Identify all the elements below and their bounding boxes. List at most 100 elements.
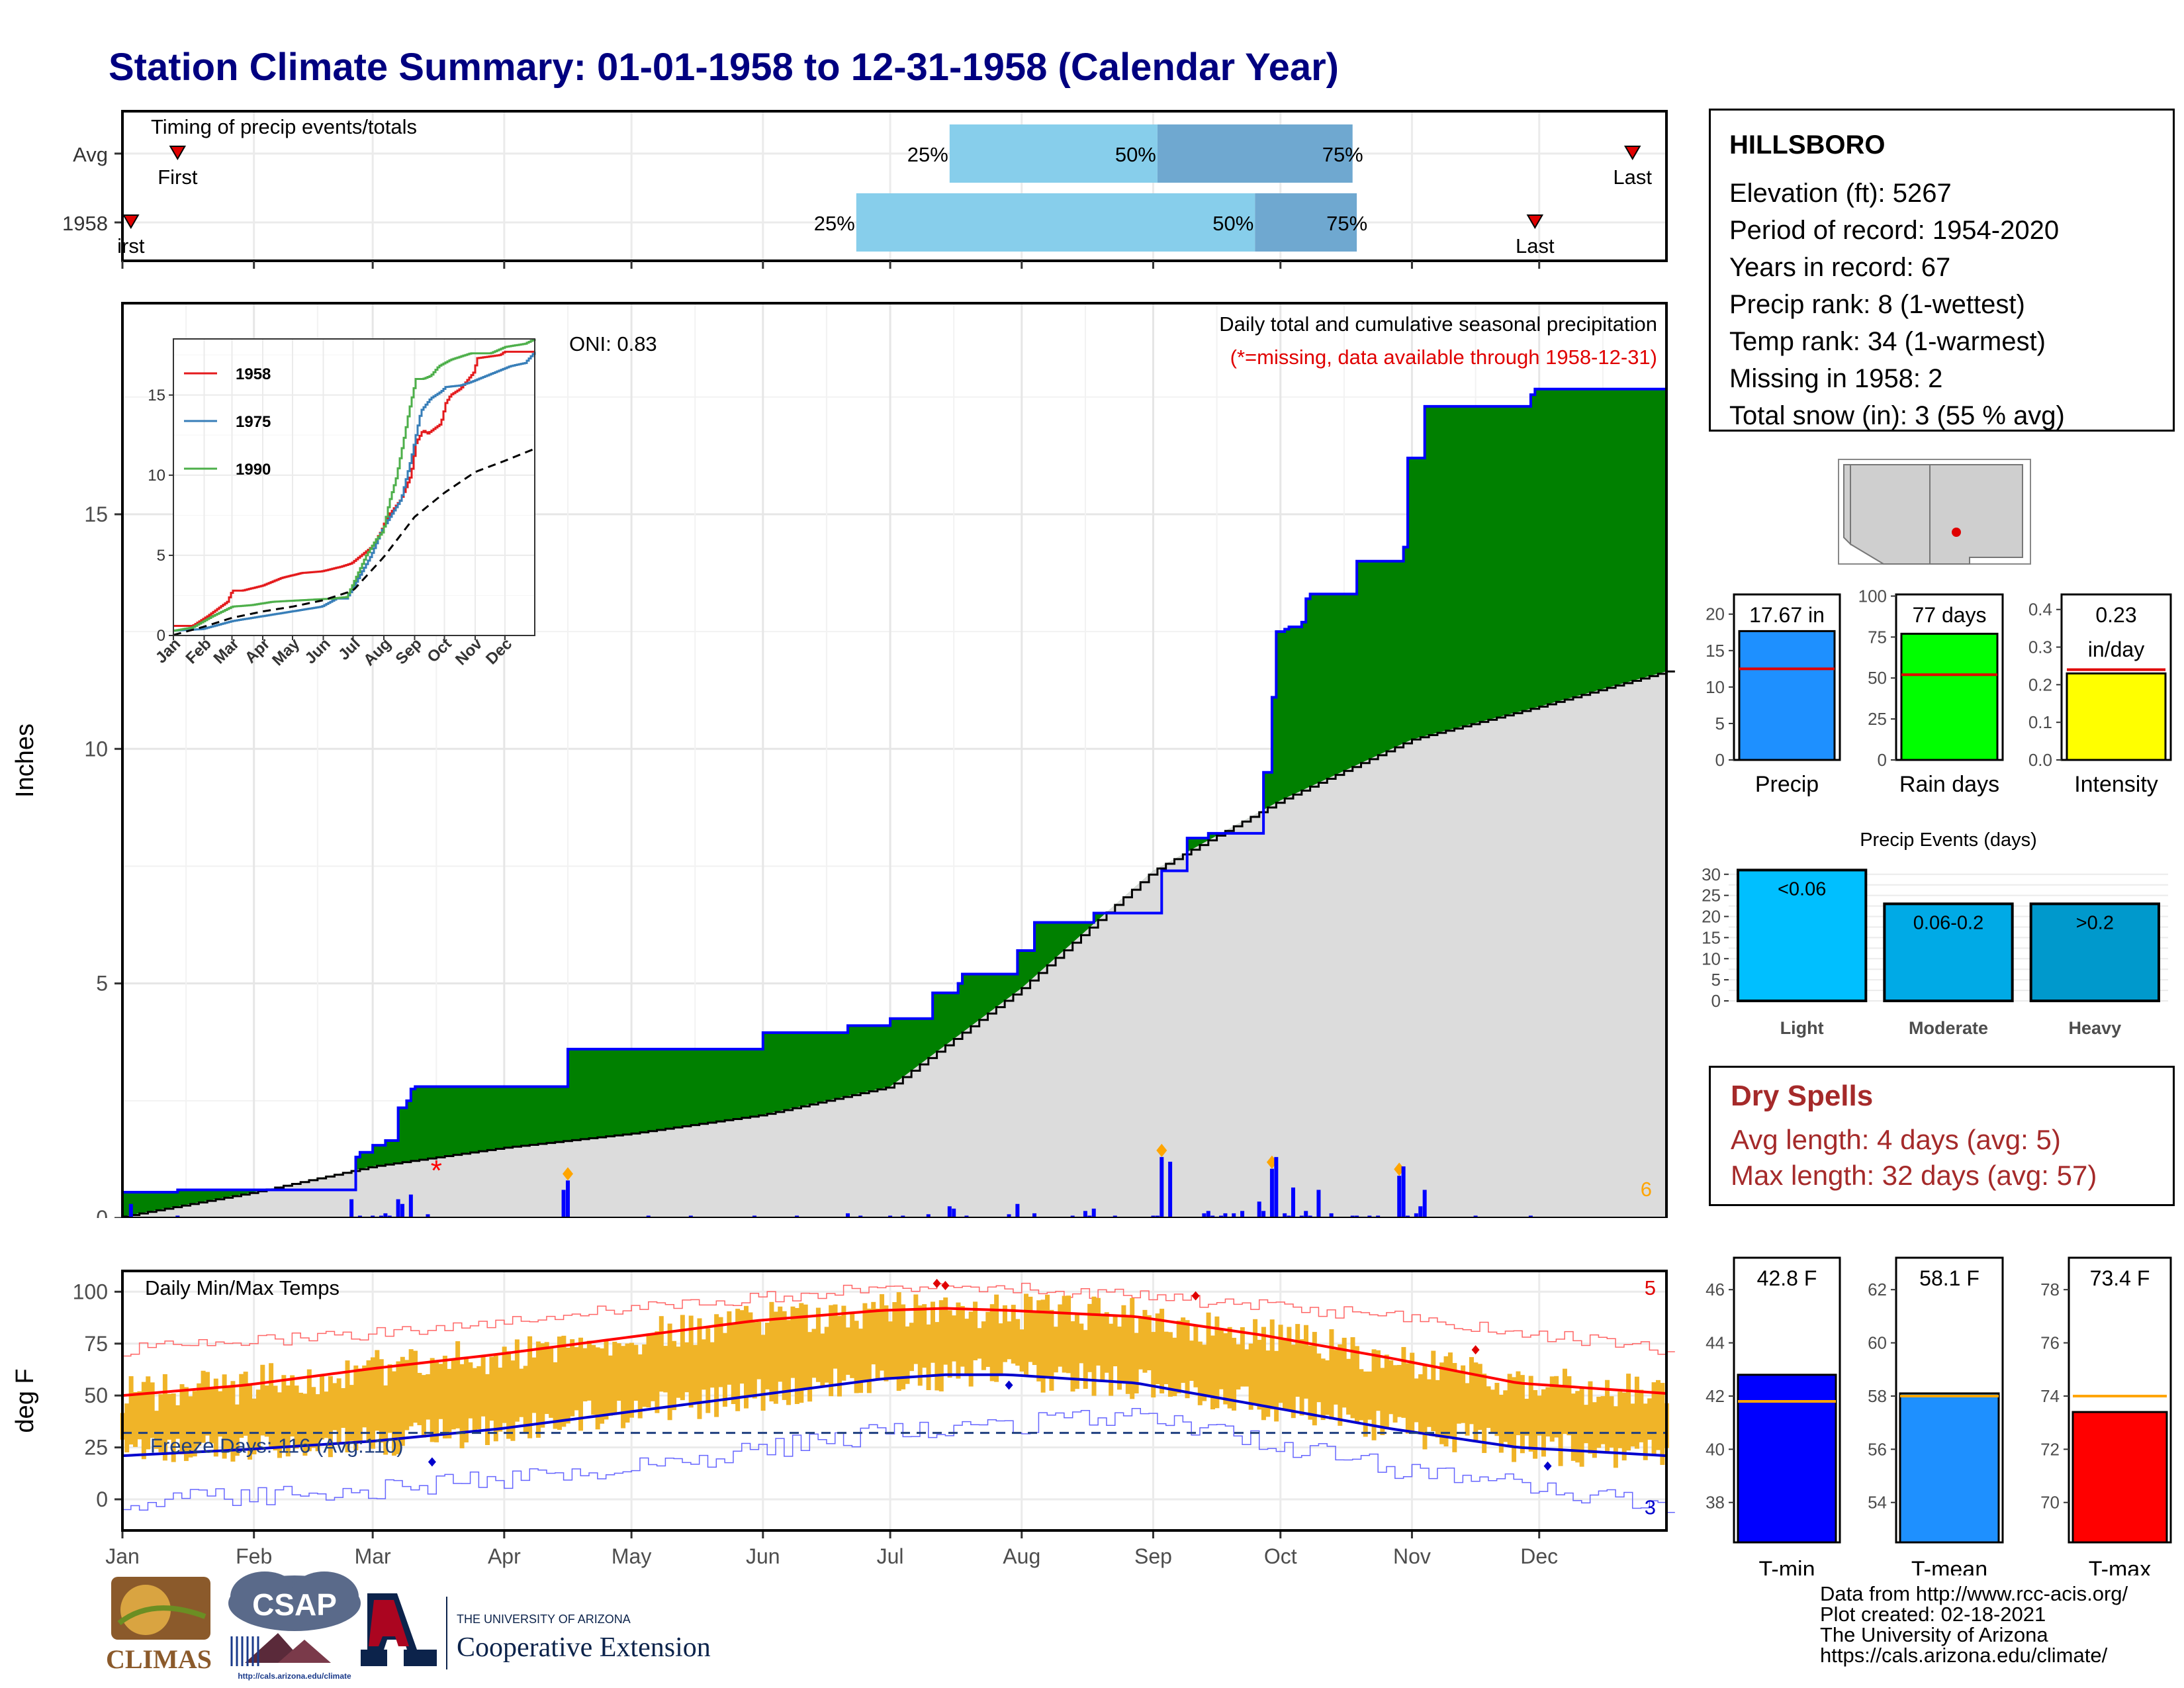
- events-bar-label: <0.06: [1778, 878, 1826, 900]
- daily-precip-bar: [1168, 1161, 1173, 1218]
- summary-bar-Intensity: [2066, 672, 2167, 761]
- daily-temp-bar: [1248, 1343, 1253, 1410]
- daily-temp-bar: [1558, 1386, 1563, 1466]
- tempbar-ytick-label: 60: [1868, 1333, 1887, 1353]
- hot-count-label: 5: [1645, 1276, 1656, 1299]
- events-ytick-label: 0: [1711, 991, 1721, 1011]
- daily-temp-bar: [336, 1378, 341, 1445]
- daily-temp-bar: [1269, 1319, 1275, 1410]
- daily-temp-bar: [400, 1356, 405, 1446]
- daily-temp-bar: [778, 1306, 783, 1382]
- summary-category-label: Precip: [1755, 772, 1819, 797]
- daily-temp-bar: [1062, 1295, 1067, 1373]
- daily-temp-bar: [1346, 1358, 1351, 1415]
- daily-temp-bar: [306, 1369, 312, 1452]
- summary-bar-Rain days: [1900, 632, 1999, 761]
- dry-spells-avg: Avg length: 4 days (avg: 5): [1731, 1124, 2061, 1155]
- daily-temp-bar: [1329, 1329, 1334, 1420]
- daily-temp-bar: [179, 1384, 185, 1455]
- daily-temp-bar: [426, 1374, 431, 1420]
- daily-temp-bar: [926, 1324, 931, 1390]
- daily-temp-bar: [234, 1404, 240, 1456]
- daily-temp-bar: [345, 1360, 350, 1453]
- daily-temp-bar: [1354, 1346, 1359, 1423]
- daily-temp-bar: [468, 1362, 473, 1419]
- daily-temp-bar: [1287, 1327, 1292, 1411]
- month-label: Nov: [1393, 1544, 1431, 1568]
- inset-legend-label: 1975: [236, 413, 271, 431]
- temp-ytick-label: 50: [84, 1383, 108, 1407]
- daily-temp-bar: [1155, 1313, 1160, 1384]
- daily-temp-bar: [328, 1376, 333, 1458]
- record-high-marker: [1191, 1291, 1200, 1301]
- daily-temp-bar: [786, 1320, 792, 1405]
- daily-temp-bar: [133, 1391, 138, 1447]
- main-header-1: Daily total and cumulative seasonal prec…: [1219, 312, 1657, 336]
- tempbar-ytick-label: 70: [2040, 1493, 2060, 1513]
- daily-temp-bar: [1401, 1346, 1406, 1418]
- summary-ytick-label: 0: [1878, 750, 1887, 770]
- daily-temp-bar: [455, 1341, 461, 1429]
- daily-temp-bar: [735, 1309, 741, 1411]
- daily-temp-bar: [1473, 1362, 1479, 1442]
- daily-temp-bar: [739, 1310, 745, 1384]
- daily-temp-bar: [1554, 1376, 1559, 1438]
- daily-temp-bar: [1189, 1340, 1194, 1381]
- daily-temp-bar: [158, 1394, 163, 1452]
- daily-temp-bar: [341, 1387, 346, 1429]
- month-label: May: [612, 1544, 651, 1568]
- timing-last-marker: [1623, 146, 1641, 160]
- daily-temp-bar: [1507, 1374, 1512, 1446]
- daily-temp-bar: [989, 1304, 995, 1382]
- daily-temp-bar: [1087, 1303, 1093, 1372]
- daily-precip-bar: [1304, 1211, 1308, 1218]
- daily-temp-bar: [1626, 1374, 1631, 1451]
- daily-temp-bar: [1617, 1391, 1623, 1448]
- daily-temp-bar: [1533, 1389, 1538, 1459]
- events-ytick-label: 30: [1702, 865, 1721, 884]
- timing-first-label: First: [158, 165, 198, 189]
- events-bar-label: >0.2: [2076, 912, 2114, 933]
- month-label: Aug: [1003, 1544, 1040, 1568]
- daily-temp-bar: [1113, 1315, 1118, 1367]
- footer-line: The University of Arizona: [1820, 1623, 2048, 1646]
- daily-temp-bar: [880, 1294, 885, 1371]
- daily-temp-bar: [985, 1311, 991, 1367]
- daily-temp-bar: [1490, 1389, 1496, 1432]
- record-high-marker: [1471, 1345, 1480, 1355]
- tempbar-ytick-label: 78: [2040, 1280, 2060, 1299]
- temp-ytick-label: 75: [84, 1332, 108, 1356]
- inset-ytick-label: 15: [148, 387, 165, 404]
- daily-temp-bar: [901, 1304, 906, 1389]
- tempbar-ytick-label: 54: [1868, 1493, 1887, 1513]
- daily-temp-bar: [1130, 1297, 1135, 1399]
- inset-ytick-label: 0: [157, 627, 165, 645]
- arizona-shape: [1850, 464, 1931, 565]
- timing-q50-label: 50%: [1212, 212, 1253, 235]
- daily-temp-bar: [1461, 1365, 1466, 1423]
- daily-temp-bar: [1142, 1309, 1148, 1373]
- daily-temp-bar: [1125, 1317, 1130, 1394]
- daily-temp-bar: [197, 1383, 202, 1446]
- month-label: Mar: [355, 1544, 391, 1568]
- daily-temp-bar: [493, 1355, 498, 1442]
- daily-temp-bar: [604, 1339, 609, 1420]
- daily-temp-bar: [1630, 1403, 1635, 1447]
- month-label: Dec: [1520, 1544, 1558, 1568]
- daily-temp-bar: [600, 1348, 605, 1424]
- daily-temp-bar: [586, 1340, 592, 1401]
- daily-temp-bar: [1609, 1396, 1614, 1448]
- daily-temp-bar: [281, 1375, 287, 1449]
- events-title: Precip Events (days): [1860, 829, 2037, 851]
- main-header-2: (*=missing, data available through 1958-…: [1230, 346, 1657, 369]
- inset-legend-label: 1990: [236, 461, 271, 479]
- month-label: Sep: [1134, 1544, 1172, 1568]
- daily-temp-bar: [820, 1333, 825, 1387]
- daily-temp-bar: [1439, 1362, 1445, 1444]
- daily-temp-bar: [837, 1315, 842, 1397]
- daily-temp-bar: [392, 1371, 396, 1456]
- daily-temp-bar: [141, 1382, 146, 1460]
- daily-temp-bar: [1138, 1318, 1144, 1370]
- daily-temp-bar: [815, 1307, 821, 1382]
- daily-temp-bar: [875, 1308, 880, 1381]
